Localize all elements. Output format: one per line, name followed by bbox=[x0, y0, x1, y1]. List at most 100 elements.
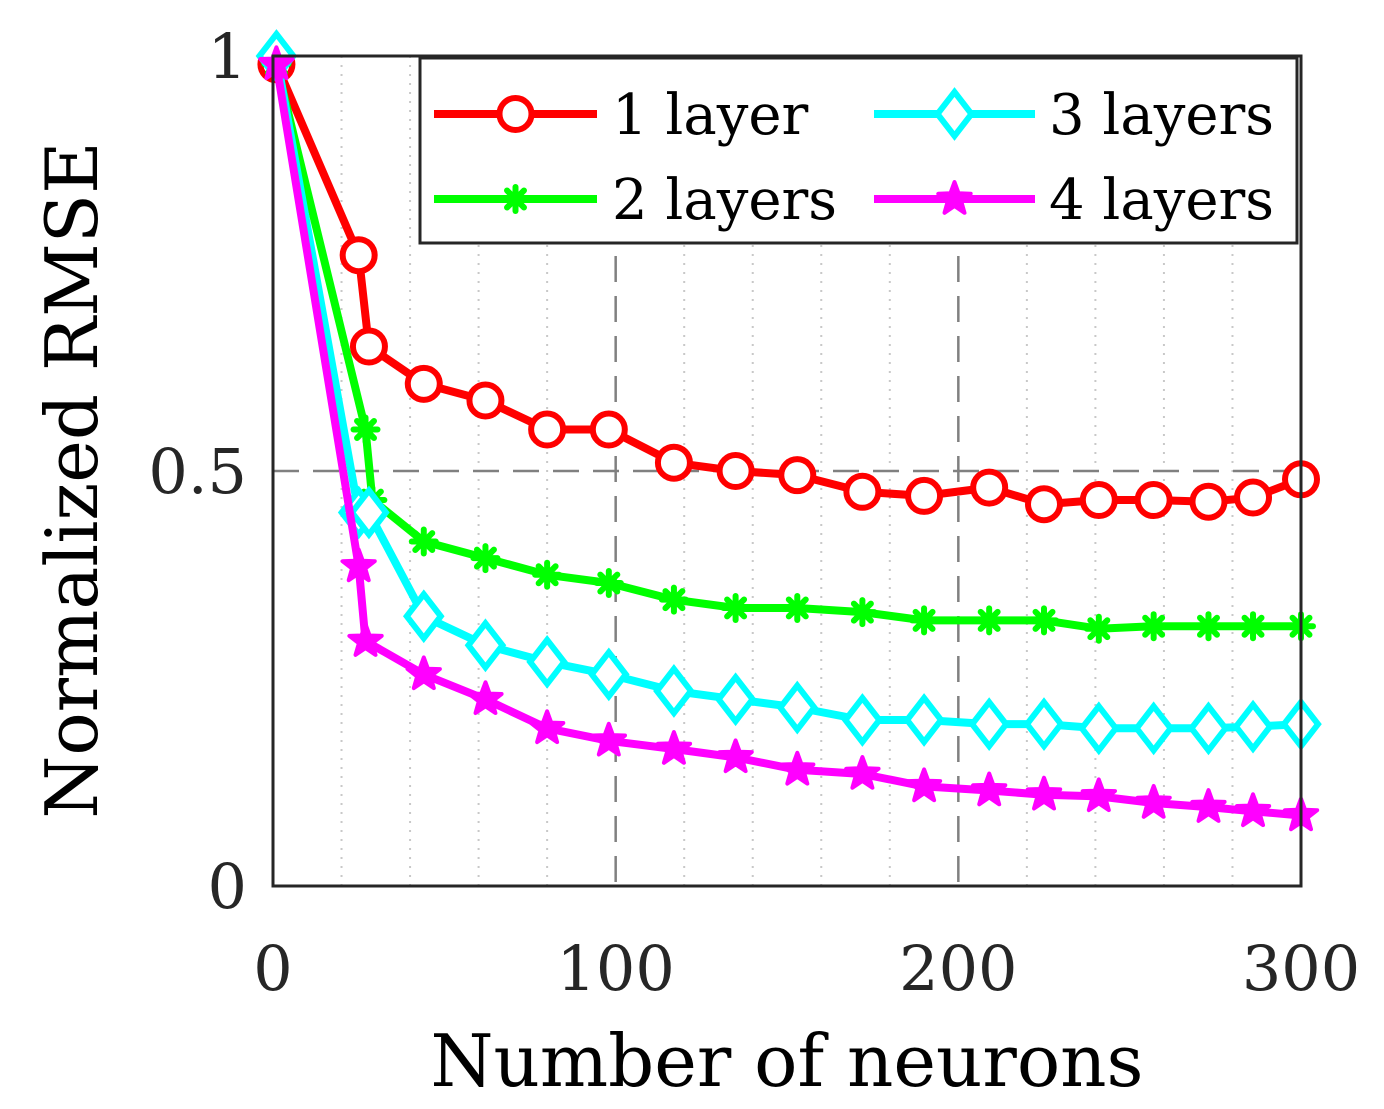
legend-marker bbox=[933, 87, 976, 141]
data-point-stroke bbox=[535, 563, 559, 587]
series-3 bbox=[255, 29, 1322, 756]
y-tick-label: 1 bbox=[208, 20, 247, 93]
data-point bbox=[1238, 611, 1269, 642]
data-point bbox=[903, 693, 945, 747]
y-tick-label: 0 bbox=[208, 850, 247, 923]
data-point-stroke bbox=[1241, 614, 1265, 638]
data-point bbox=[1138, 611, 1169, 642]
x-axis-title: Number of neurons bbox=[431, 1019, 1144, 1103]
data-point bbox=[655, 730, 693, 765]
data-point bbox=[905, 767, 943, 803]
data-point bbox=[1134, 481, 1173, 520]
data-point bbox=[1025, 775, 1063, 811]
data-point-stroke bbox=[912, 608, 936, 632]
data-point bbox=[1080, 777, 1117, 813]
data-point bbox=[1029, 605, 1059, 636]
legend-box bbox=[418, 56, 1299, 245]
data-point bbox=[347, 622, 384, 657]
data-point-stroke bbox=[412, 530, 436, 554]
data-point bbox=[340, 547, 377, 583]
data-point-stroke bbox=[1032, 608, 1056, 632]
data-point bbox=[529, 709, 566, 745]
data-point bbox=[971, 771, 1008, 807]
data-point bbox=[847, 597, 878, 628]
data-point bbox=[464, 618, 507, 673]
legend-entry-4: 4 layers bbox=[874, 168, 1274, 233]
data-point bbox=[1232, 699, 1274, 754]
data-point bbox=[782, 592, 813, 623]
data-point bbox=[716, 452, 755, 490]
data-point bbox=[1234, 792, 1272, 828]
data-point bbox=[532, 559, 563, 590]
data-point bbox=[720, 592, 751, 623]
data-point bbox=[339, 236, 378, 275]
data-point bbox=[658, 584, 689, 615]
legend-marker bbox=[500, 184, 531, 214]
data-point bbox=[350, 414, 381, 445]
data-point-stroke bbox=[850, 600, 874, 624]
data-point bbox=[349, 327, 388, 366]
data-point bbox=[1193, 611, 1224, 642]
data-point-stroke bbox=[724, 596, 748, 620]
x-tick-label: 100 bbox=[556, 932, 674, 1005]
legend-entry-1: 1 layer bbox=[434, 83, 809, 148]
y-tick-label: 0.5 bbox=[148, 435, 247, 508]
tick-labels: 0 100 200 300 0 0.5 1 bbox=[148, 20, 1360, 1005]
data-point-stroke bbox=[662, 588, 686, 612]
data-point bbox=[593, 568, 624, 599]
data-point-stroke bbox=[1087, 617, 1111, 641]
legend-label: 1 layer bbox=[612, 83, 809, 148]
data-point bbox=[588, 647, 630, 702]
data-point-stroke bbox=[597, 571, 621, 595]
data-point bbox=[408, 526, 439, 557]
data-point bbox=[467, 680, 504, 715]
data-point bbox=[714, 672, 757, 727]
data-point bbox=[404, 364, 443, 403]
data-point bbox=[970, 468, 1009, 507]
data-point bbox=[1079, 481, 1118, 520]
data-point bbox=[348, 485, 390, 540]
data-point bbox=[1189, 482, 1228, 521]
data-point-stroke bbox=[1196, 614, 1220, 638]
legend: 1 layer 2 layers 3 layers 4 layers bbox=[418, 56, 1299, 245]
data-point bbox=[654, 443, 693, 482]
data-point bbox=[717, 738, 754, 774]
data-point bbox=[1132, 701, 1175, 756]
data-point-stroke bbox=[1142, 614, 1166, 638]
data-point bbox=[905, 476, 944, 515]
data-point bbox=[470, 543, 501, 574]
legend-label: 3 layers bbox=[1049, 83, 1274, 148]
axes-frame bbox=[271, 54, 1303, 888]
data-point bbox=[590, 721, 627, 757]
legend-marker-stroke bbox=[504, 187, 527, 211]
data-point bbox=[1023, 697, 1065, 752]
data-point bbox=[528, 410, 567, 449]
data-point bbox=[402, 589, 445, 644]
x-tick-label: 200 bbox=[899, 932, 1017, 1005]
data-point bbox=[968, 697, 1010, 752]
legend-label: 4 layers bbox=[1049, 168, 1274, 233]
data-point-stroke bbox=[354, 418, 378, 441]
data-point bbox=[1190, 788, 1227, 823]
data-point-stroke bbox=[473, 546, 497, 570]
x-tick-label: 0 bbox=[253, 932, 292, 1005]
data-point bbox=[844, 755, 881, 790]
data-point bbox=[1025, 485, 1063, 524]
series-layer bbox=[255, 29, 1322, 832]
data-point-stroke bbox=[977, 608, 1001, 632]
data-point bbox=[1187, 701, 1230, 756]
data-point bbox=[466, 381, 505, 420]
series-4 bbox=[258, 45, 1320, 832]
x-tick-label: 300 bbox=[1242, 932, 1360, 1005]
data-point bbox=[1083, 613, 1114, 644]
data-point bbox=[1078, 701, 1120, 756]
data-point bbox=[843, 472, 882, 511]
legend-marker bbox=[496, 95, 535, 133]
legend-marker bbox=[936, 180, 973, 215]
data-point bbox=[1234, 478, 1273, 517]
legend-entry-2: 2 layers bbox=[434, 168, 837, 233]
data-point bbox=[526, 634, 568, 689]
data-point bbox=[974, 605, 1005, 636]
data-point bbox=[841, 693, 884, 747]
